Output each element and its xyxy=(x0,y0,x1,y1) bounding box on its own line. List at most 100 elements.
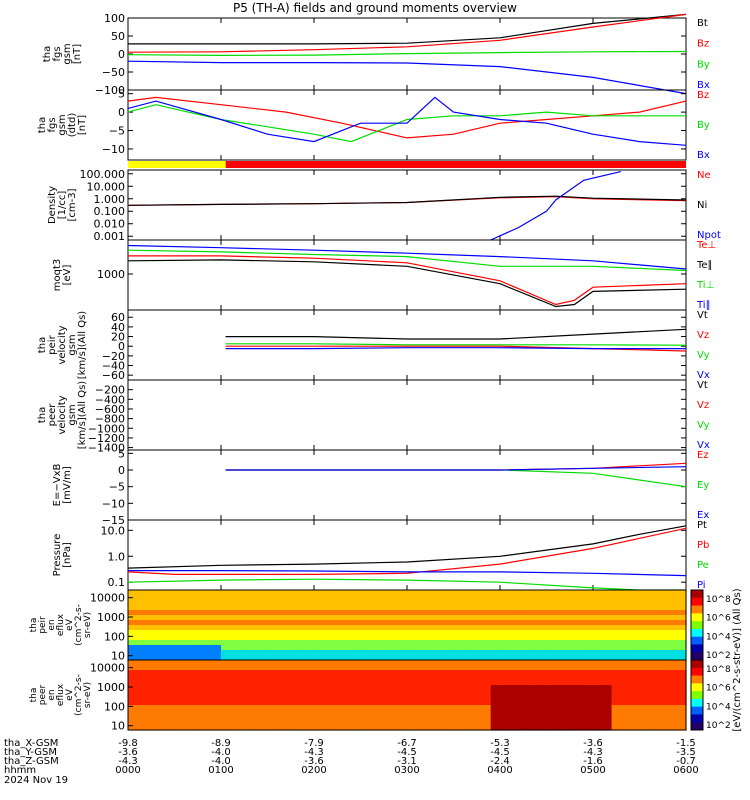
spectrogram-cell xyxy=(239,640,250,646)
spectrogram-cell xyxy=(407,715,417,721)
spectrogram-cell xyxy=(304,705,315,711)
spectrogram-cell xyxy=(202,710,213,716)
spectrogram-cell xyxy=(481,595,492,601)
y-axis-label: thapeirvelocitygsm[km/s](All Qs) xyxy=(37,311,88,379)
spectrogram-cell xyxy=(360,655,371,661)
spectrogram-cell xyxy=(379,660,389,666)
spectrogram-cell xyxy=(155,680,166,686)
spectrogram-cell xyxy=(676,645,687,651)
spectrogram-cell xyxy=(611,675,622,681)
spectrogram-cell xyxy=(341,685,352,691)
spectrogram-cell xyxy=(183,635,194,641)
spectrogram-cell xyxy=(500,685,510,691)
spectrogram-cell xyxy=(527,620,538,626)
spectrogram-cell xyxy=(360,685,371,691)
legend-By: By xyxy=(697,59,710,70)
x-tick-label: 0400 xyxy=(487,765,512,776)
spectrogram-cell xyxy=(658,660,668,666)
spectrogram-cell xyxy=(146,670,157,676)
spectrogram-cell xyxy=(630,645,641,651)
spectrogram-cell xyxy=(425,710,436,716)
spectrogram-cell xyxy=(527,645,538,651)
spectrogram-cell xyxy=(183,625,194,631)
spectrogram-cell xyxy=(565,610,575,616)
series-line-Ex xyxy=(225,466,687,471)
spectrogram-cell xyxy=(416,620,427,626)
spectrogram-cell xyxy=(453,690,464,696)
spectrogram-cell xyxy=(369,590,380,596)
spectrogram-cell xyxy=(286,600,296,606)
spectrogram-cell xyxy=(593,630,603,636)
spectrogram-cell xyxy=(183,640,194,646)
spectrogram-cell xyxy=(416,715,427,721)
spectrogram-cell xyxy=(639,615,650,621)
spectrogram-cell xyxy=(565,665,575,671)
spectrogram-cell xyxy=(481,680,492,686)
spectrogram-cell xyxy=(565,700,575,706)
spectrogram-cell xyxy=(137,640,148,646)
spectrogram-cell xyxy=(239,705,250,711)
spectrogram-cell xyxy=(555,705,566,711)
spectrogram-cell xyxy=(174,615,185,621)
spectrogram-cell xyxy=(267,640,278,646)
spectrogram-cell xyxy=(518,690,529,696)
spectrogram-cell xyxy=(462,710,473,716)
spectrogram-cell xyxy=(314,615,324,621)
spectrogram-cell xyxy=(258,650,269,656)
spectrogram-cell xyxy=(555,630,566,636)
spectrogram-cell xyxy=(202,605,213,611)
spectrogram-cell xyxy=(174,670,185,676)
spectrogram-cell xyxy=(611,725,622,731)
spectrogram-cell xyxy=(388,710,399,716)
spectrogram-cell xyxy=(332,710,343,716)
series-line-Pt xyxy=(127,525,687,569)
ephemeris-value: -1.5 xyxy=(676,738,696,749)
colorbar-band xyxy=(691,675,703,684)
y-tick-label: 10.0 xyxy=(101,524,126,537)
spectrogram-cell xyxy=(314,645,324,651)
ephemeris-value: -4.3 xyxy=(304,747,324,758)
spectrogram-cell xyxy=(546,685,557,691)
spectrogram-cell xyxy=(323,590,334,596)
spectrogram-cell xyxy=(193,630,203,636)
spectrogram-cell xyxy=(174,665,185,671)
spectrogram-cell xyxy=(425,690,436,696)
series-line-Bx xyxy=(127,60,687,95)
spectrogram-cell xyxy=(239,605,250,611)
spectrogram-cell xyxy=(239,645,250,651)
spectrogram-cell xyxy=(555,615,566,621)
spectrogram-cell xyxy=(462,675,473,681)
spectrogram-cell xyxy=(183,660,194,666)
spectrogram-cell xyxy=(276,640,287,646)
spectrogram-cell xyxy=(295,615,306,621)
spectrogram-cell xyxy=(639,645,650,651)
spectrogram-cell xyxy=(388,635,399,641)
spectrogram-cell xyxy=(620,725,631,731)
spectrogram-cell xyxy=(146,645,157,651)
spectrogram-cell xyxy=(444,605,455,611)
spectrogram-cell xyxy=(593,710,603,716)
spectrogram-cell xyxy=(527,595,538,601)
spectrogram-cell xyxy=(500,630,510,636)
spectrogram-cell xyxy=(416,725,427,731)
spectrogram-cell xyxy=(230,630,241,636)
spectrogram-cell xyxy=(193,640,203,646)
spectrogram-cell xyxy=(397,595,408,601)
spectrogram-cell xyxy=(602,680,613,686)
spectrogram-cell xyxy=(230,615,241,621)
spectrogram-cell xyxy=(193,620,203,626)
spectrogram-cell xyxy=(481,675,492,681)
spectrogram-cell xyxy=(360,660,371,666)
spectrogram-cell xyxy=(630,720,641,726)
spectrogram-cell xyxy=(555,680,566,686)
spectrogram-cell xyxy=(648,690,659,696)
spectrogram-cell xyxy=(351,720,362,726)
y-tick-label: 10.000 xyxy=(87,180,126,193)
spectrogram-cell xyxy=(620,625,631,631)
spectrogram-cell xyxy=(574,615,585,621)
spectrogram-cell xyxy=(314,665,324,671)
spectrogram-cell xyxy=(351,630,362,636)
spectrogram-cell xyxy=(304,685,315,691)
spectrogram-cell xyxy=(146,705,157,711)
spectrogram-cell xyxy=(472,630,482,636)
